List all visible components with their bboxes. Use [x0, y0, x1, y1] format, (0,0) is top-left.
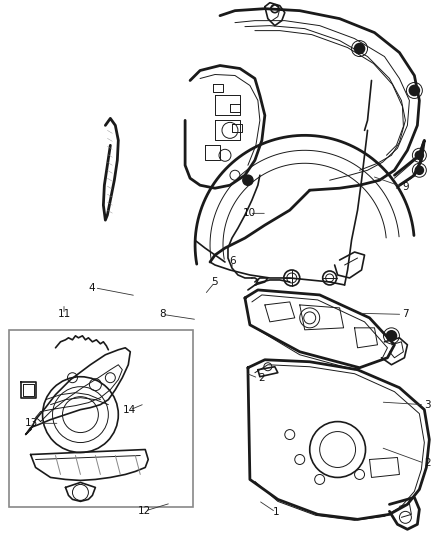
Text: 8: 8 [159, 309, 166, 319]
Text: 12: 12 [138, 506, 152, 516]
Text: 7: 7 [403, 309, 409, 319]
Bar [9, 330, 193, 507]
Circle shape [415, 151, 424, 159]
Text: 10: 10 [243, 208, 256, 219]
Circle shape [415, 166, 424, 174]
Text: 6: 6 [229, 256, 235, 266]
Circle shape [243, 175, 253, 185]
Text: 13: 13 [25, 418, 38, 429]
Text: 11: 11 [57, 309, 71, 319]
Text: 9: 9 [403, 182, 409, 192]
Text: 3: 3 [424, 400, 431, 410]
Text: 5: 5 [211, 278, 218, 287]
Text: 14: 14 [123, 405, 136, 415]
Text: 1: 1 [272, 507, 279, 517]
Text: 4: 4 [88, 283, 95, 293]
Circle shape [355, 44, 364, 53]
Circle shape [410, 85, 419, 95]
Circle shape [386, 331, 396, 341]
Text: 2: 2 [258, 373, 265, 383]
Text: 2: 2 [424, 458, 431, 468]
